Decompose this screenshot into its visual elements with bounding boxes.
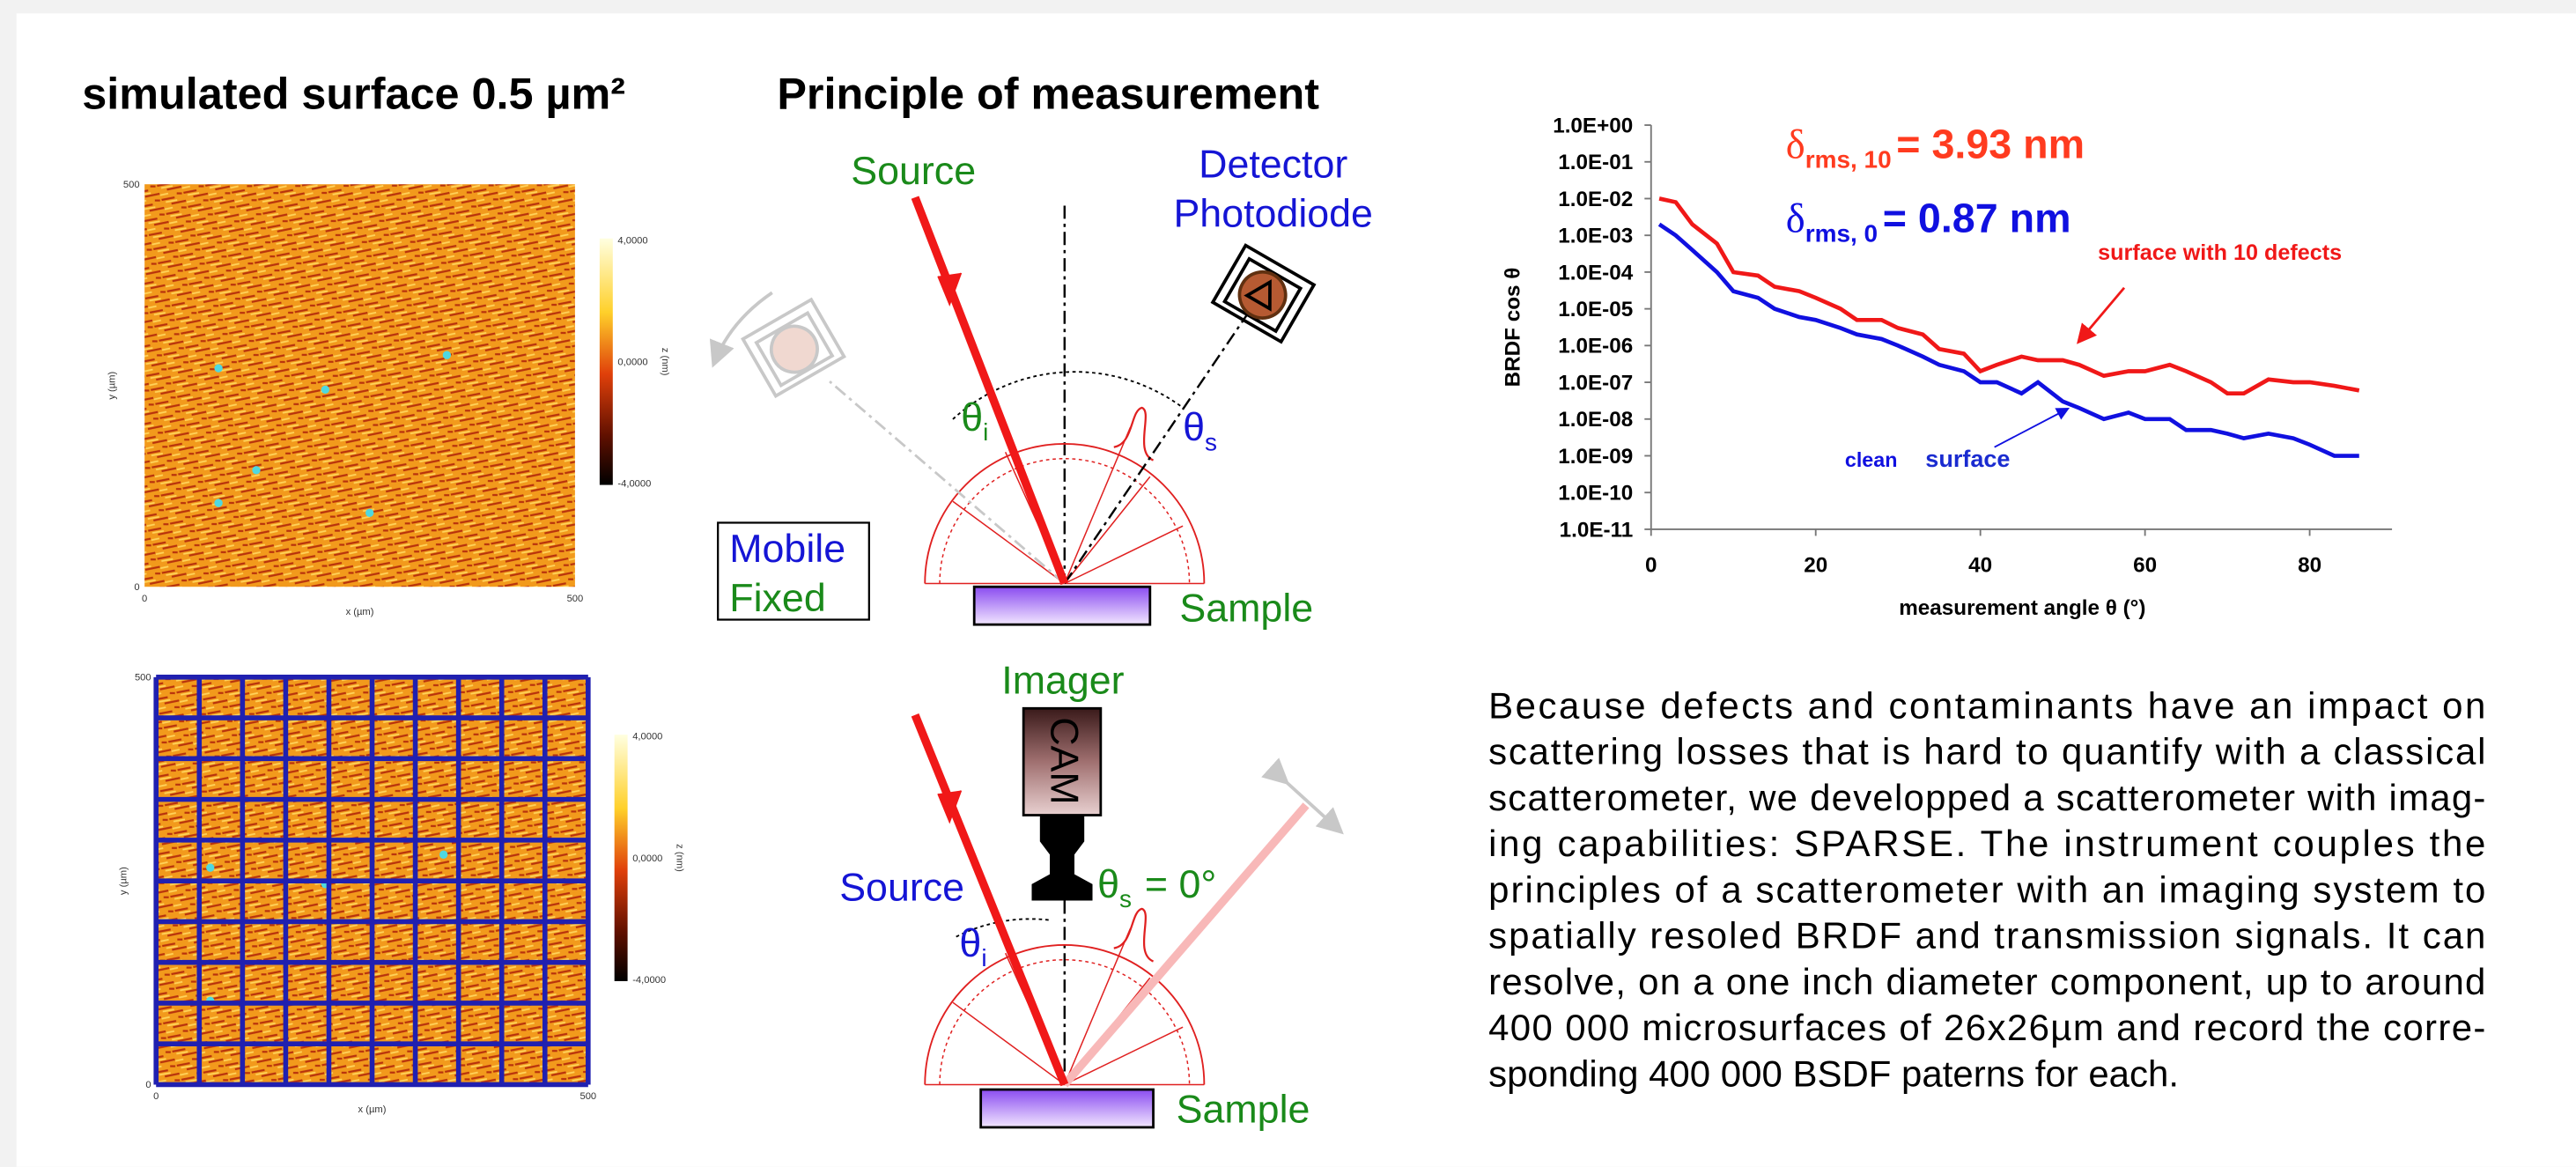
tick-label: 500: [579, 1091, 596, 1102]
series-label: clean: [1845, 448, 1898, 471]
text-line: sponding 400 000 BSDF paterns for each.: [1488, 1053, 2179, 1094]
symbol: θ: [961, 395, 983, 439]
colorbar-label: 4,0000: [632, 732, 662, 742]
y-tick-label: 1.0E-11: [1560, 518, 1634, 542]
text-line: spatially resoled BRDF and transmission …: [1488, 915, 2485, 956]
y-tick-label: 1.0E-08: [1558, 408, 1633, 432]
tick-label: 500: [123, 180, 140, 190]
y-tick-label: 1.0E-04: [1558, 261, 1633, 284]
y-tick-label: 1.0E-06: [1558, 335, 1633, 358]
description: Because defects and contaminants have an…: [1488, 684, 2485, 1094]
text-line: resolve, on a one inch diameter componen…: [1488, 961, 2485, 1002]
tick-label: 0: [142, 594, 147, 604]
colorbar: [615, 735, 628, 981]
series-label: surface with 10 defects: [2098, 240, 2342, 265]
axis-label: x (µm): [358, 1104, 387, 1115]
label: Fixed: [729, 576, 825, 620]
text-line: scatterometer, we developped a scatterom…: [1488, 777, 2485, 818]
text-line: 400 000 microsurfaces of 26x26µm and rec…: [1488, 1007, 2485, 1048]
theta-s: θs = 0°: [1097, 862, 1216, 912]
symbol: θ: [1183, 405, 1205, 449]
label: Sample: [1179, 586, 1313, 630]
subscript: rms, 10: [1805, 146, 1892, 174]
colorbar-label: 4,0000: [617, 235, 647, 246]
diagram-title: Principle of measurement: [777, 68, 1319, 118]
rest: = 0°: [1145, 862, 1216, 906]
y-tick-label: 1.0E-05: [1558, 298, 1633, 321]
x-tick-label: 20: [1804, 553, 1827, 577]
y-tick-label: 1.0E+00: [1553, 114, 1633, 137]
y-tick-label: 1.0E-10: [1558, 482, 1633, 506]
axis-label: y (µm): [107, 371, 118, 399]
colorbar-label: -4,0000: [632, 975, 666, 986]
sample: [974, 587, 1150, 624]
subscript: rms, 0: [1805, 219, 1878, 247]
rest: = 3.93 nm: [1896, 121, 2085, 166]
tick-label: 500: [135, 673, 151, 683]
x-tick-label: 60: [2133, 553, 2157, 577]
label: Mobile: [729, 527, 845, 571]
text-line: scattering losses that is hard to quanti…: [1488, 731, 2485, 772]
rest: = 0.87 nm: [1883, 195, 2071, 240]
x-axis-label: measurement angle θ (°): [1899, 596, 2145, 620]
colorbar-title: z (nm): [660, 348, 670, 376]
text-line: ing capabilities: SPARSE. The instrument…: [1488, 823, 2485, 864]
left-title: simulated surface 0.5 µm²: [82, 68, 625, 118]
label: CAM: [1042, 717, 1086, 804]
x-tick-label: 0: [1645, 553, 1657, 577]
colorbar-label: -4,0000: [617, 478, 651, 489]
colorbar-title: z (nm): [675, 844, 685, 872]
label: Source: [851, 149, 976, 193]
y-tick-label: 1.0E-01: [1558, 151, 1633, 174]
y-axis-label: BRDF cos θ: [1502, 268, 1525, 388]
symbol: θ: [1097, 862, 1119, 906]
axis-label: y (µm): [119, 867, 129, 895]
colorbar-label: 0,0000: [632, 853, 662, 864]
tick-label: 0: [145, 1080, 151, 1090]
surface-map: [144, 184, 575, 587]
symbol: θ: [959, 921, 981, 965]
label: Detector: [1199, 143, 1347, 187]
y-tick-label: 1.0E-02: [1558, 188, 1633, 211]
tick-label: 0: [153, 1091, 159, 1102]
y-tick-label: 1.0E-07: [1558, 371, 1633, 395]
colorbar: [600, 239, 613, 485]
x-tick-label: 40: [1968, 553, 1992, 577]
tick-label: 0: [134, 582, 139, 593]
label: Source: [839, 866, 964, 910]
y-tick-label: 1.0E-09: [1558, 445, 1633, 469]
label: Imager: [1001, 658, 1124, 702]
axis-label: x (µm): [346, 607, 374, 617]
subscript: s: [1119, 885, 1132, 912]
text-line: principles of a scatterometer with an im…: [1488, 868, 2485, 910]
subscript: s: [1205, 428, 1217, 455]
text-line: Because defects and contaminants have an…: [1488, 684, 2485, 726]
symbol: δ: [1786, 122, 1805, 167]
tick-label: 500: [567, 594, 584, 604]
y-tick-label: 1.0E-03: [1558, 225, 1633, 248]
x-tick-label: 80: [2298, 553, 2321, 577]
subscript: i: [983, 418, 988, 446]
page: simulated surface 0.5 µm² Principle of m…: [0, 0, 2576, 1167]
sample: [981, 1089, 1154, 1127]
label: Photodiode: [1173, 192, 1373, 236]
symbol: δ: [1786, 196, 1805, 241]
label: Sample: [1177, 1087, 1310, 1131]
subscript: i: [981, 944, 986, 971]
colorbar-label: 0,0000: [617, 357, 647, 367]
annotation: surface: [1925, 446, 2010, 472]
